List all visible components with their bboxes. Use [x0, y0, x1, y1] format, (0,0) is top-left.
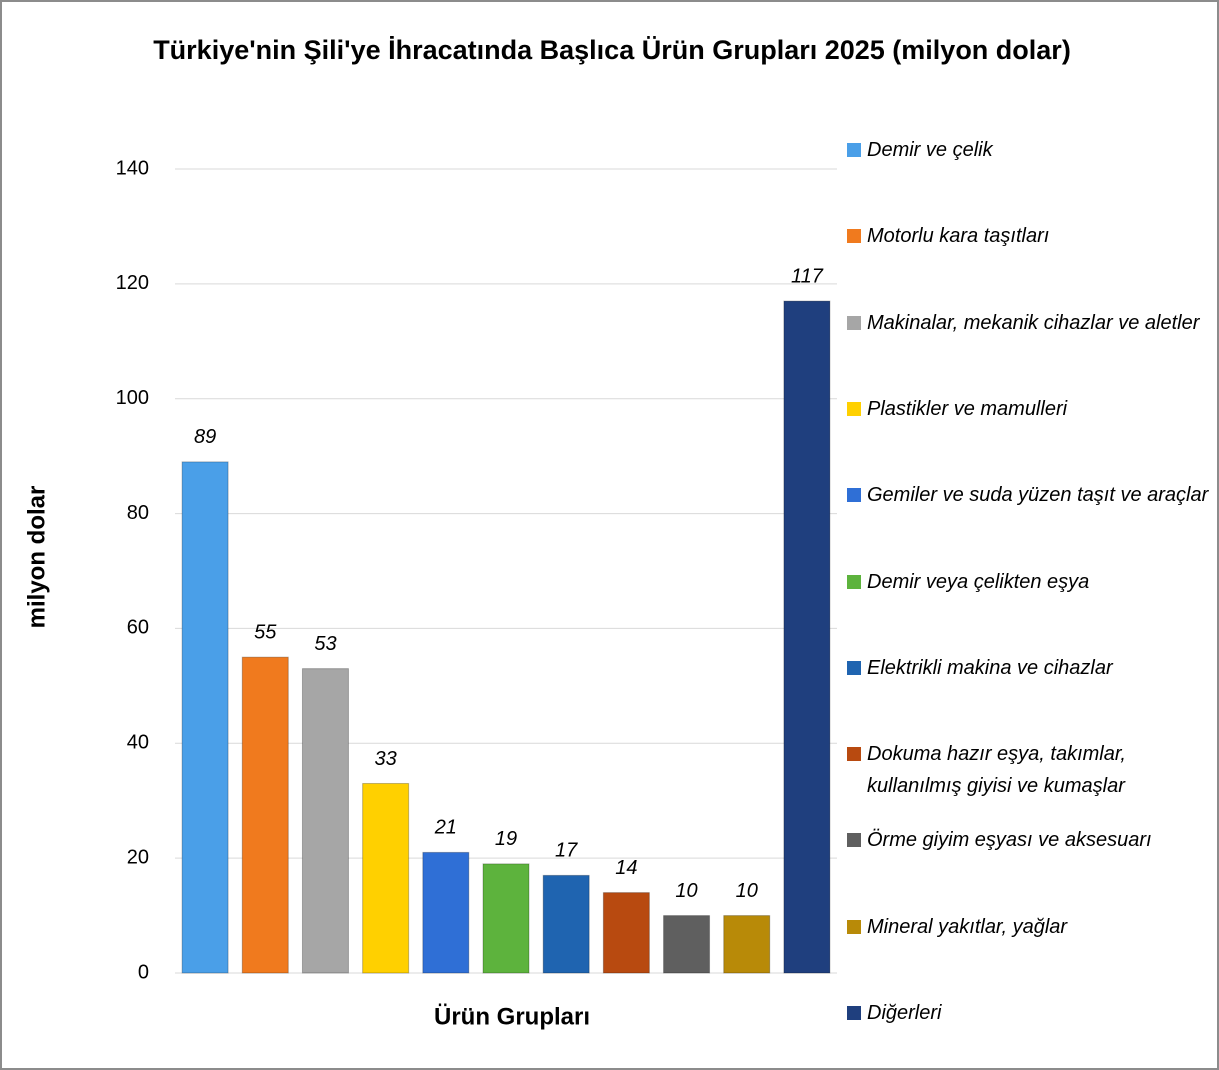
- chart-title: Türkiye'nin Şili'ye İhracatında Başlıca …: [153, 35, 1071, 65]
- legend-label: Örme giyim eşyası ve aksesuarı: [867, 829, 1152, 852]
- legend-label: Motorlu kara taşıtları: [867, 225, 1050, 248]
- value-label: 10: [736, 880, 758, 902]
- y-axis-label: milyon dolar: [23, 486, 50, 629]
- value-label: 19: [495, 828, 517, 850]
- legend-swatch: [847, 401, 861, 416]
- legend-label: Dokuma hazır eşya, takımlar, kullanılmış…: [867, 743, 1126, 798]
- legend-swatch: [847, 143, 861, 157]
- legend-entry: Mineral yakıtlar, yağlar: [847, 911, 1217, 943]
- bar: [542, 874, 590, 974]
- legend-swatch: [847, 833, 861, 848]
- legend-entry: Gemiler ve suda yüzen taşıt ve araçlar: [847, 479, 1217, 511]
- legend-swatch: [847, 1006, 861, 1020]
- y-tick-label: 140: [116, 157, 149, 179]
- legend-swatch: [847, 747, 861, 762]
- y-tick-label: 20: [127, 846, 149, 868]
- legend-swatch: [847, 660, 861, 675]
- y-tick-label: 100: [116, 387, 149, 409]
- value-label: 33: [375, 748, 397, 770]
- bar: [723, 915, 771, 974]
- legend-label: Makinalar, mekanik cihazlar ve aletler: [867, 311, 1200, 334]
- legend-label: Demir ve çelik: [867, 139, 993, 161]
- value-label: 14: [615, 857, 637, 879]
- bar: [301, 668, 349, 974]
- bar: [241, 656, 289, 974]
- value-label: 117: [791, 265, 824, 287]
- y-tick-label: 0: [138, 961, 149, 983]
- y-tick-label: 80: [127, 502, 149, 524]
- value-label: 53: [314, 633, 336, 655]
- legend-entry: Plastikler ve mamulleri: [847, 393, 1217, 425]
- legend-label: Gemiler ve suda yüzen taşıt ve araçlar: [867, 484, 1209, 507]
- legend-label: Elektrikli makina ve cihazlar: [867, 656, 1113, 679]
- legend-entry: Diğerleri: [847, 997, 1217, 1029]
- y-tick-label: 40: [127, 732, 149, 754]
- legend-entry: Demir veya çelikten eşya: [847, 566, 1217, 598]
- bar: [181, 461, 229, 974]
- legend-entry: Makinalar, mekanik cihazlar ve aletler: [847, 307, 1217, 339]
- value-label: 17: [555, 840, 578, 862]
- legend-label: Demir veya çelikten eşya: [867, 570, 1090, 593]
- legend-entry: Motorlu kara taşıtları: [847, 220, 1217, 252]
- y-tick-label: 60: [127, 617, 149, 639]
- value-label: 21: [434, 817, 457, 839]
- value-label: 55: [254, 621, 277, 643]
- x-axis-label: Ürün Grupları: [434, 1003, 590, 1030]
- legend-entry: Örme giyim eşyası ve aksesuarı: [847, 824, 1217, 856]
- bar: [663, 915, 711, 974]
- bar: [362, 782, 410, 974]
- legend-entry: Demir ve çelik: [847, 134, 1217, 166]
- legend-entry: Elektrikli makina ve cihazlar: [847, 652, 1217, 684]
- y-tick-label: 120: [116, 272, 149, 294]
- legend-swatch: [847, 574, 861, 589]
- legend-swatch: [847, 229, 861, 244]
- bar: [482, 863, 530, 974]
- legend-swatch: [847, 919, 861, 934]
- value-label: 10: [675, 880, 697, 902]
- legend-swatch: [847, 488, 861, 503]
- legend-entry: Dokuma hazır eşya, takımlar, kullanılmış…: [847, 738, 1217, 802]
- legend-label: Mineral yakıtlar, yağlar: [867, 915, 1068, 938]
- legend-label: Diğerleri: [867, 1002, 942, 1024]
- bar: [783, 300, 831, 974]
- legend-label: Plastikler ve mamulleri: [867, 397, 1068, 420]
- bar: [422, 851, 470, 974]
- legend-swatch: [847, 315, 861, 330]
- bar: [602, 892, 650, 974]
- value-label: 89: [194, 426, 216, 448]
